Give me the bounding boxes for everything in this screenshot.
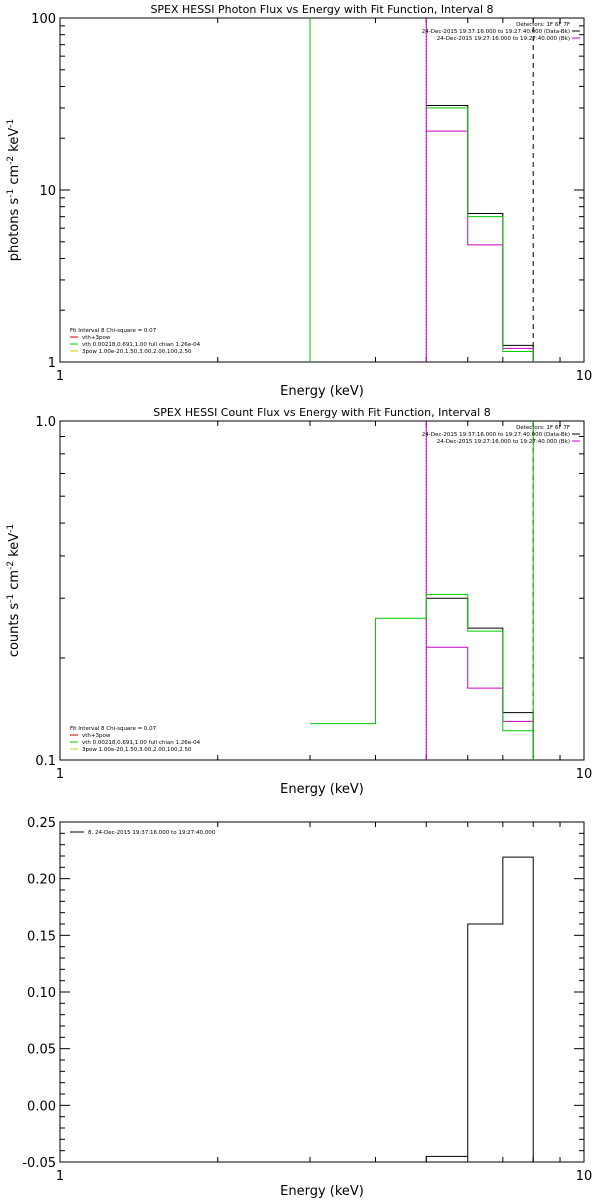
- series-step-line-1: [426, 104, 534, 362]
- y-tick-label: 100: [31, 12, 56, 27]
- plot-frame: [59, 17, 585, 363]
- legend-top-entry: 24-Dec-2015 19:27:16.000 to 19:27:40.000…: [437, 439, 570, 445]
- y-label-part: photons s: [7, 198, 22, 262]
- y-label-exponent: -1: [6, 594, 16, 603]
- y-label-part: keV: [7, 128, 22, 156]
- y-label-exponent: -1: [6, 119, 16, 128]
- x-tick-label: 10: [576, 1169, 593, 1184]
- y-tick-label: 1.0: [35, 415, 56, 430]
- series-step-line-1: [426, 597, 534, 760]
- legend-top-entry: 24-Dec-2015 19:37:16.000 to 19:27:40.000…: [422, 432, 570, 438]
- legend-top-entry: 24-Dec-2015 19:27:16.000 to 19:27:40.000…: [437, 36, 570, 42]
- y-label-part: cm: [7, 570, 22, 594]
- plot-frame: [59, 821, 585, 1163]
- x-axis-label: Energy (keV): [280, 384, 364, 399]
- y-label-part: counts s: [7, 603, 22, 658]
- y-tick-label: 0.1: [35, 754, 56, 769]
- series-step-line-2: [426, 130, 534, 362]
- legend-bottom-entry: Fit Interval 8 Chi-square = 0.07: [70, 726, 157, 732]
- legend-top-entry: 24-Dec-2015 19:37:16.000 to 19:27:40.000…: [422, 29, 570, 35]
- y-label-exponent: -1: [6, 524, 16, 533]
- y-tick-label: 1: [48, 356, 56, 371]
- series-step-line-1: [425, 856, 534, 1162]
- chart-panel-3: 1 10 Energy (keV) -0.05 0.00 0.05 0.10 0.15 0.20…: [22, 816, 592, 1199]
- x-tick-label: 1: [56, 767, 64, 782]
- y-tick-label: 0.25: [27, 816, 56, 831]
- x-tick-label: 10: [576, 369, 593, 384]
- plot-frame: [59, 420, 585, 761]
- legend-top-entry: Detectors: 1F 6F 7F: [516, 425, 570, 431]
- legend-upper-left: 8, 24-Dec-2015 19:37:16.000 to 19:27:40.…: [88, 830, 216, 836]
- series-step-line-3: [310, 593, 534, 760]
- legend-bottom-entry: vth 0.00218,0.691,1.00 full chian 1.26e-…: [82, 740, 201, 746]
- y-tick-label: 0.20: [27, 873, 56, 888]
- y-tick-label: 0.10: [27, 986, 56, 1001]
- y-label-exponent: -2: [6, 561, 16, 570]
- y-axis-label: counts s-1 cm-2 keV-1: [6, 524, 22, 657]
- y-tick-label: 0.15: [27, 929, 56, 944]
- y-label-exponent: -2: [6, 156, 16, 165]
- y-tick-label: 0.00: [27, 1099, 56, 1114]
- y-tick-label: 0.05: [27, 1043, 56, 1058]
- x-tick-label: 1: [56, 1169, 64, 1184]
- legend-bottom-entry: vth+3pow: [82, 335, 111, 341]
- series-step-line-2: [426, 646, 534, 760]
- y-label-part: keV: [7, 533, 22, 561]
- chart-title: SPEX HESSI Count Flux vs Energy with Fit…: [153, 406, 490, 419]
- legend-top-entry: Detectors: 1F 6F 7F: [516, 22, 570, 28]
- legend-bottom-entry: vth+3pow: [82, 733, 111, 739]
- chart-panel-1: SPEX HESSI Photon Flux vs Energy with Fi…: [6, 3, 592, 399]
- legend-bottom-entry: 3pow 1.00e-20,1.50,3.00,2.00,100,2.50: [82, 747, 192, 753]
- y-label-exponent: -1: [6, 189, 16, 198]
- legend-bottom-entry: 3pow 1.00e-20,1.50,3.00,2.00,100,2.50: [82, 349, 192, 355]
- legend-bottom-entry: Fit Interval 8 Chi-square = 0.07: [70, 328, 157, 334]
- y-axis-label: photons s-1 cm-2 keV-1: [6, 119, 22, 261]
- chart-title: SPEX HESSI Photon Flux vs Energy with Fi…: [150, 3, 493, 16]
- x-axis-label: Energy (keV): [280, 1184, 364, 1199]
- y-tick-label: 10: [39, 184, 56, 199]
- series-step-line-3: [426, 107, 534, 362]
- y-label-part: cm: [7, 165, 22, 189]
- x-axis-label: Energy (keV): [280, 782, 364, 797]
- chart-panel-2: SPEX HESSI Count Flux vs Energy with Fit…: [6, 406, 592, 797]
- x-tick-label: 10: [576, 767, 593, 782]
- legend-bottom-entry: vth 0.00218,0.691,1.00 full chian 1.26e-…: [82, 342, 201, 348]
- x-tick-label: 1: [56, 369, 64, 384]
- y-tick-label: -0.05: [22, 1156, 56, 1171]
